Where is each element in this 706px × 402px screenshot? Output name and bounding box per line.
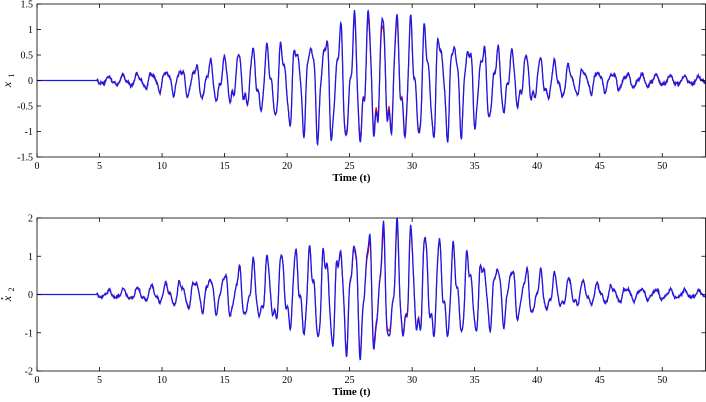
x-tick-label: 5	[97, 375, 102, 386]
x-tick-label: 25	[345, 161, 355, 172]
x-tick-label: 45	[595, 161, 605, 172]
y-tick-label: 0	[28, 76, 33, 87]
x-tick-label: 30	[407, 161, 417, 172]
series-line-response	[37, 9, 706, 147]
y-tick-label: 2	[28, 214, 33, 225]
y-tick-label: 1.5	[21, 0, 34, 11]
y-tick-label: -2	[25, 367, 33, 378]
x-tick-label: 20	[282, 375, 292, 386]
y-tick-label: 1	[28, 252, 33, 263]
y-axis-label-subscript: 2	[7, 288, 16, 292]
y-axis-label-base: x	[0, 295, 14, 302]
x-tick-label: 15	[220, 161, 230, 172]
y-axis-label: x2	[0, 288, 16, 303]
x-tick-label: 50	[657, 375, 667, 386]
y-tick-label: -0.5	[17, 102, 33, 113]
y-axis-label-base: x	[0, 81, 14, 88]
derivative-dot	[1, 297, 3, 300]
x-tick-label: 20	[282, 161, 292, 172]
y-tick-label: 1	[28, 25, 33, 36]
x-tick-label: 15	[220, 375, 230, 386]
y-tick-label: 0	[28, 290, 33, 301]
x-tick-label: 10	[157, 375, 167, 386]
x-tick-label: 50	[657, 161, 667, 172]
x-tick-label: 45	[595, 375, 605, 386]
x-tick-label: 40	[532, 375, 542, 386]
y-axis-label-subscript: 1	[7, 74, 16, 78]
x-tick-label: 30	[407, 375, 417, 386]
y-tick-label: -1.5	[17, 153, 33, 164]
x-tick-label: 10	[157, 161, 167, 172]
x-tick-label: 35	[470, 375, 480, 386]
x-tick-label: 0	[35, 375, 40, 386]
y-tick-label: -1	[25, 328, 33, 339]
x-tick-label: 35	[470, 161, 480, 172]
x-axis-label: Time (t)	[333, 172, 371, 184]
y-tick-label: 0.5	[21, 51, 34, 62]
series-line-response	[37, 218, 706, 361]
x-tick-label: 5	[97, 161, 102, 172]
x-axis-label: Time (t)	[333, 386, 371, 398]
y-tick-label: -1	[25, 127, 33, 138]
chart-panel-x1: 0 5 10 15 20 25 30 35 40 45 50 -1.5 -1 -0.5 0 0.5 1 1.5 Ti…	[0, 0, 706, 184]
y-axis-label: x1	[0, 74, 16, 89]
x-tick-label: 40	[532, 161, 542, 172]
x-tick-label: 0	[35, 161, 40, 172]
x-tick-label: 25	[345, 375, 355, 386]
